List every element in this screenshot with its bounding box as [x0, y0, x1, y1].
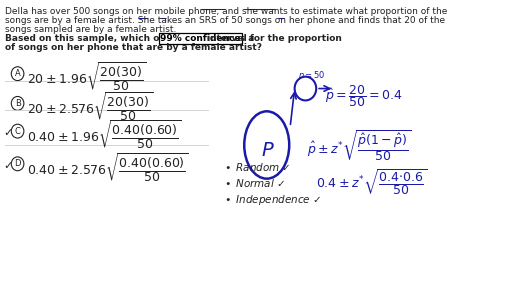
Text: Based on this sample, which of the following is a: Based on this sample, which of the follo…	[5, 34, 258, 43]
Text: $\hat{p} = \dfrac{20}{50} = 0.4$: $\hat{p} = \dfrac{20}{50} = 0.4$	[325, 83, 402, 109]
Text: $0.4 \pm z^{*}\sqrt{\dfrac{0.4{\cdot}0.6}{50}}$: $0.4 \pm z^{*}\sqrt{\dfrac{0.4{\cdot}0.6…	[316, 168, 428, 197]
Text: C: C	[15, 127, 20, 136]
Text: $20 \pm 2.576\sqrt{\dfrac{20(30)}{50}}$: $20 \pm 2.576\sqrt{\dfrac{20(30)}{50}}$	[27, 90, 153, 123]
Text: $\checkmark$: $\checkmark$	[3, 160, 13, 170]
Text: $\hat{p} \pm z^{*}\sqrt{\dfrac{\hat{p}(1-\hat{p})}{50}}$: $\hat{p} \pm z^{*}\sqrt{\dfrac{\hat{p}(1…	[307, 128, 412, 163]
Text: $\bullet\,$ Normal $\checkmark$: $\bullet\,$ Normal $\checkmark$	[224, 177, 286, 189]
Text: $0.40 \pm 1.96\sqrt{\dfrac{0.40(0.60)}{50}}$: $0.40 \pm 1.96\sqrt{\dfrac{0.40(0.60)}{5…	[27, 118, 181, 151]
Text: B: B	[15, 99, 20, 108]
Text: $\bullet\,$ Random $\checkmark$: $\bullet\,$ Random $\checkmark$	[224, 161, 291, 173]
Text: P: P	[261, 141, 273, 160]
Text: of songs on her phone that are by a female artist?: of songs on her phone that are by a fema…	[5, 43, 262, 52]
Text: interval for the proportion: interval for the proportion	[207, 34, 342, 43]
Text: 99% confidence: 99% confidence	[160, 34, 241, 43]
Text: D: D	[14, 159, 21, 168]
Text: songs sampled are by a female artist.: songs sampled are by a female artist.	[5, 25, 176, 34]
Text: $\checkmark$: $\checkmark$	[3, 127, 13, 137]
Text: $n{=}50$: $n{=}50$	[298, 69, 326, 80]
Text: songs are by a female artist. She takes an SRS of 50 songs on her phone and find: songs are by a female artist. She takes …	[5, 16, 445, 25]
Text: A: A	[15, 69, 20, 78]
Text: Della has over 500 songs on her mobile phone, and she wants to estimate what pro: Della has over 500 songs on her mobile p…	[5, 7, 447, 16]
Text: $\bullet\,$ Independence $\checkmark$: $\bullet\,$ Independence $\checkmark$	[224, 192, 322, 206]
Text: $0.40 \pm 2.576\sqrt{\dfrac{0.40(0.60)}{50}}$: $0.40 \pm 2.576\sqrt{\dfrac{0.40(0.60)}{…	[27, 151, 188, 183]
Text: $20 \pm 1.96\sqrt{\dfrac{20(30)}{50}}$: $20 \pm 1.96\sqrt{\dfrac{20(30)}{50}}$	[27, 61, 146, 93]
